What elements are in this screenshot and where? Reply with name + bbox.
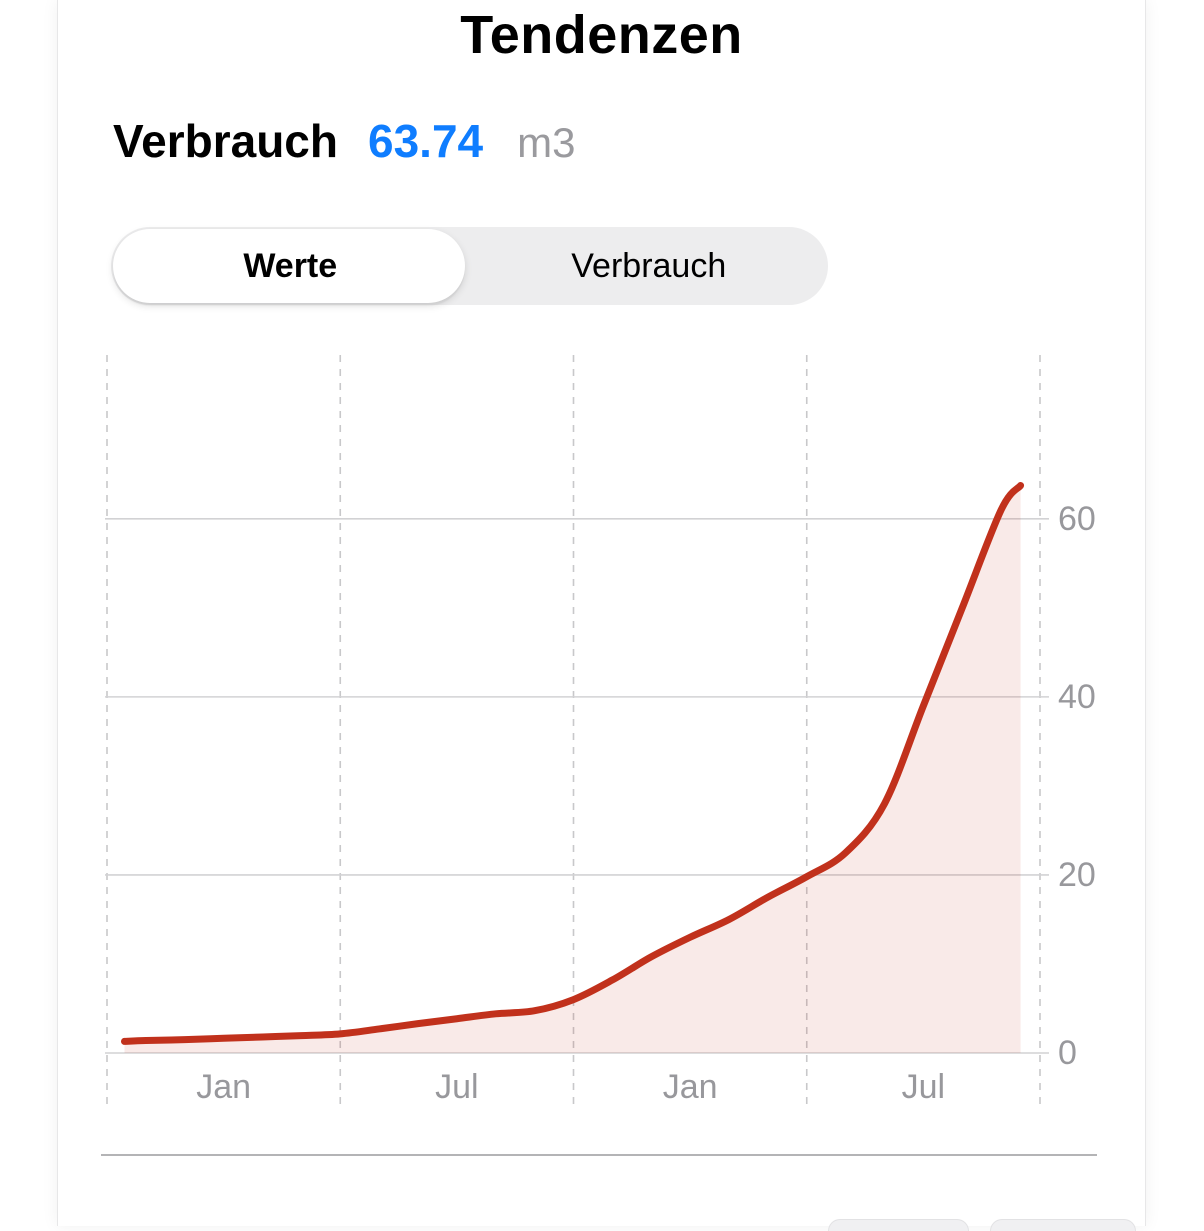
- segmented-thumb: [113, 229, 465, 303]
- cut-off-control[interactable]: [990, 1219, 1136, 1231]
- metric-value: 63.74: [368, 115, 484, 167]
- y-tick-label: 20: [1058, 856, 1096, 894]
- cut-off-control[interactable]: [828, 1219, 969, 1231]
- x-tick-label: Jul: [902, 1068, 945, 1106]
- metric-label: Verbrauch: [113, 115, 338, 167]
- segmented-control: Werte Verbrauch: [111, 227, 828, 305]
- consumption-area: [124, 485, 1021, 1053]
- metric-unit: m3: [517, 119, 576, 166]
- chart-plot-area[interactable]: [107, 355, 1040, 1053]
- section-divider: [101, 1154, 1097, 1156]
- page-title: Tendenzen: [460, 5, 743, 65]
- segment-verbrauch[interactable]: Verbrauch: [470, 227, 829, 305]
- trends-card: Tendenzen Verbrauch 63.74 m3 Werte Verbr…: [57, 0, 1146, 1231]
- y-tick-label: 60: [1058, 500, 1096, 538]
- x-tick-label: Jan: [663, 1068, 718, 1106]
- x-tick-label: Jul: [435, 1068, 478, 1106]
- y-tick-label: 40: [1058, 678, 1096, 716]
- metric-row: Verbrauch 63.74 m3: [113, 114, 575, 168]
- consumption-line: [120, 482, 1025, 1045]
- x-tick-label: Jan: [196, 1068, 251, 1106]
- segment-werte[interactable]: Werte: [111, 227, 470, 305]
- trend-chart: 0 20 40 60 Jan Jul Jan Jul: [105, 355, 1096, 1106]
- y-tick-label: 0: [1058, 1034, 1077, 1072]
